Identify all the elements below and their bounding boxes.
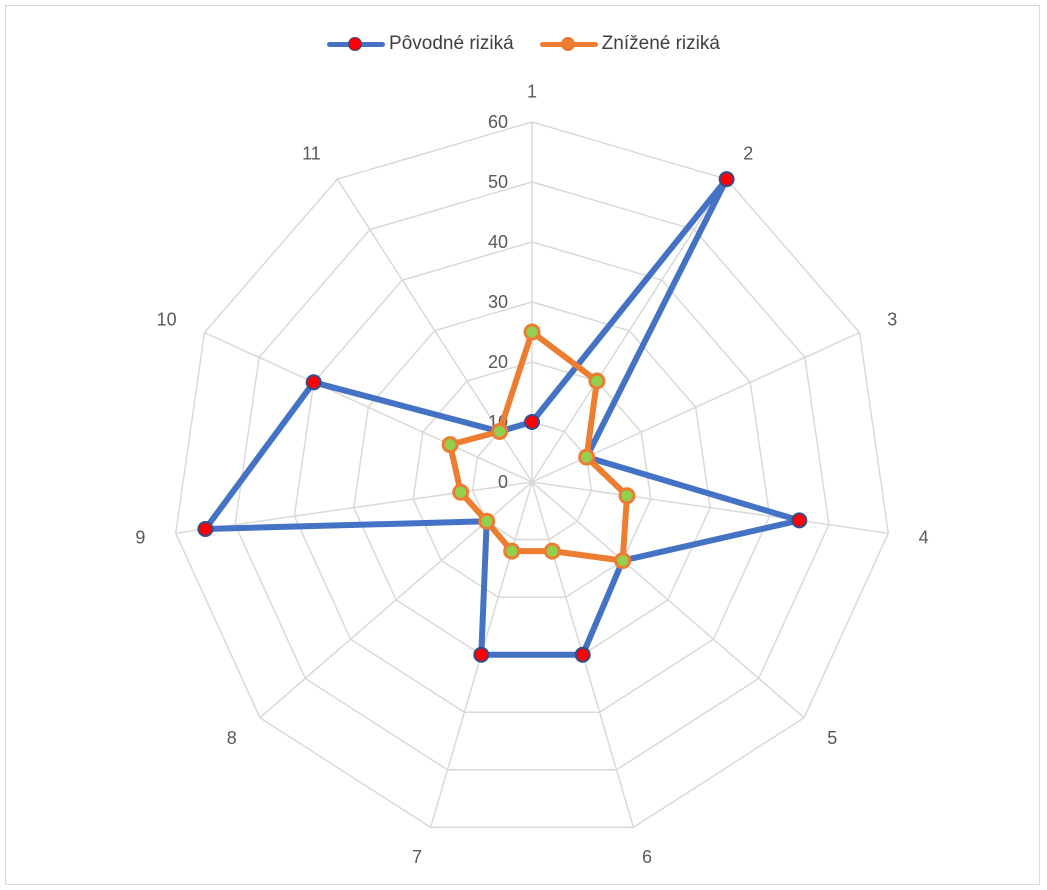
category-label-2: 2 (743, 143, 753, 163)
series-1-point-9[interactable] (197, 521, 214, 537)
tick-label-20: 20 (488, 352, 508, 372)
series-2-point-4[interactable] (618, 487, 636, 505)
tick-label-50: 50 (488, 172, 508, 192)
series-2-point-1[interactable] (523, 323, 541, 341)
series-1-point-6[interactable] (574, 646, 591, 663)
series-2-point-3[interactable] (578, 448, 596, 466)
legend-item-znizene[interactable]: Znížené riziká (539, 33, 720, 55)
series-line-1 (202, 176, 803, 658)
category-label-1: 1 (527, 81, 537, 101)
series-2-point-10[interactable] (441, 436, 459, 454)
category-label-7: 7 (412, 847, 422, 867)
series-2-point-9[interactable] (452, 483, 470, 501)
series-2-point-2[interactable] (588, 372, 606, 390)
tick-label-60: 60 (488, 112, 508, 132)
series-1-point-4[interactable] (791, 512, 808, 529)
series-2-point-6[interactable] (543, 542, 561, 560)
grid-spoke-4 (531, 481, 889, 534)
radial-gridlines (174, 121, 890, 829)
tick-label-30: 30 (488, 292, 508, 312)
grid-ring-40 (293, 241, 771, 714)
series-1-point-1[interactable] (524, 414, 540, 430)
category-label-11: 11 (302, 143, 321, 163)
tick-label-40: 40 (488, 232, 508, 252)
grid-spoke-9 (175, 481, 533, 534)
category-label-6: 6 (642, 847, 652, 867)
grid-spoke-2 (531, 178, 728, 483)
grid-spoke-5 (531, 481, 805, 719)
chart-area (5, 5, 1040, 885)
grid-ring-50 (234, 181, 830, 771)
grid-ring-20 (412, 361, 652, 598)
legend-swatch-znizene (539, 37, 598, 51)
series-line-2 (447, 329, 630, 564)
legend-swatch-povodne (327, 37, 386, 51)
legend: Pôvodné riziká Znížené riziká (0, 33, 1047, 55)
series-2-point-5[interactable] (614, 552, 632, 570)
legend-label-povodne: Pôvodné riziká (389, 33, 514, 54)
category-label-4: 4 (919, 528, 929, 548)
category-labels: 1 2 3 4 5 6 7 8 9 10 11 (135, 81, 928, 866)
category-label-5: 5 (827, 728, 837, 748)
legend-item-povodne[interactable]: Pôvodné riziká (327, 33, 514, 55)
grid-ring-60 (174, 121, 890, 829)
tick-label-0: 0 (498, 472, 508, 492)
series-1-point-10[interactable] (305, 374, 322, 391)
series-2-point-7[interactable] (503, 542, 521, 560)
series-2-point-8[interactable] (478, 512, 496, 530)
legend-label-znizene: Znížené riziká (601, 33, 720, 54)
series-2-point-11[interactable] (491, 423, 509, 440)
category-label-9: 9 (135, 528, 145, 548)
grid-spoke-10 (204, 331, 533, 483)
series-1-point-2[interactable] (718, 171, 735, 188)
series-1-point-7[interactable] (473, 646, 490, 663)
category-label-8: 8 (227, 728, 237, 748)
category-label-10: 10 (157, 310, 177, 330)
category-label-3: 3 (887, 310, 897, 330)
series-lines (197, 171, 808, 663)
